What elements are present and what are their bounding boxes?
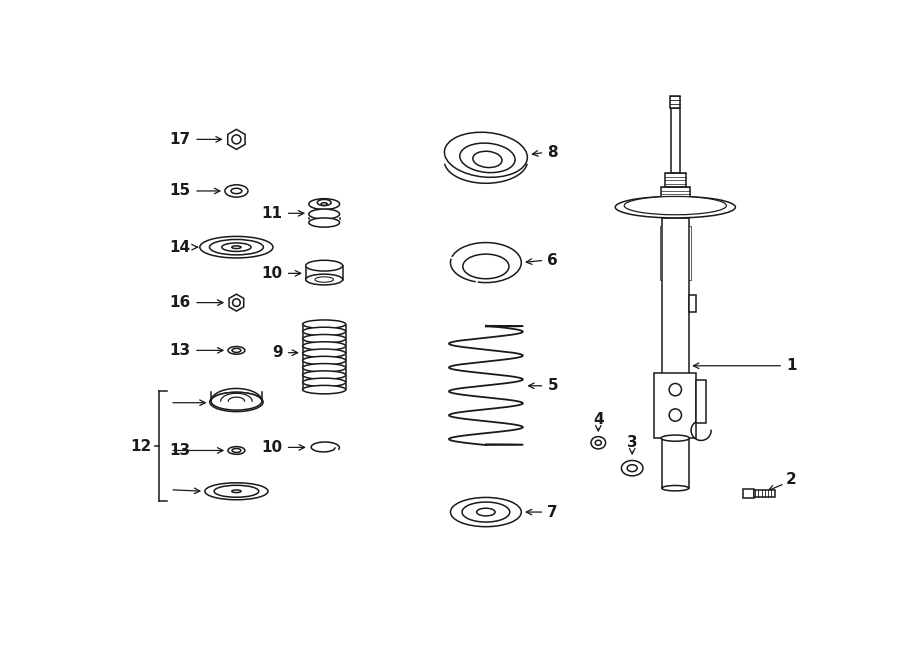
Ellipse shape (232, 348, 241, 352)
Ellipse shape (302, 356, 346, 365)
Ellipse shape (221, 243, 251, 251)
Ellipse shape (625, 196, 726, 215)
Bar (661, 187, 690, 198)
Ellipse shape (616, 196, 735, 218)
Text: 4: 4 (593, 412, 604, 427)
Bar (670, 97, 680, 108)
Bar (743, 489, 754, 498)
Text: 14: 14 (169, 240, 190, 254)
Text: 7: 7 (547, 504, 558, 520)
Text: 6: 6 (547, 253, 558, 268)
Text: 10: 10 (262, 266, 283, 281)
Ellipse shape (302, 327, 346, 336)
Text: 15: 15 (169, 184, 190, 198)
Ellipse shape (309, 199, 339, 210)
Ellipse shape (231, 188, 242, 194)
Bar (662, 218, 688, 384)
Text: 13: 13 (169, 343, 190, 358)
Circle shape (670, 409, 681, 421)
Circle shape (670, 383, 681, 396)
Text: 11: 11 (262, 206, 283, 221)
Ellipse shape (302, 371, 346, 379)
Bar (670, 108, 680, 173)
Ellipse shape (302, 334, 346, 343)
Text: 5: 5 (547, 378, 558, 393)
Ellipse shape (662, 485, 688, 491)
Polygon shape (230, 294, 244, 311)
Bar (664, 173, 686, 187)
Ellipse shape (621, 461, 643, 476)
Ellipse shape (211, 392, 262, 410)
Ellipse shape (232, 490, 241, 492)
Text: 12: 12 (130, 439, 152, 453)
Ellipse shape (595, 440, 601, 446)
Bar (688, 295, 697, 312)
Ellipse shape (309, 209, 339, 219)
Bar (697, 380, 706, 423)
Ellipse shape (228, 346, 245, 354)
Ellipse shape (302, 385, 346, 394)
Ellipse shape (460, 143, 515, 173)
Ellipse shape (627, 465, 637, 472)
Ellipse shape (302, 349, 346, 358)
Ellipse shape (228, 447, 245, 454)
Bar (659, 198, 692, 207)
Ellipse shape (472, 151, 502, 167)
Ellipse shape (451, 243, 521, 283)
Ellipse shape (662, 435, 689, 442)
Ellipse shape (321, 203, 328, 206)
Ellipse shape (232, 448, 241, 453)
Bar (660, 225, 690, 280)
Ellipse shape (591, 437, 606, 449)
Ellipse shape (302, 364, 346, 372)
Text: 8: 8 (547, 145, 558, 160)
Ellipse shape (214, 485, 258, 497)
Ellipse shape (225, 185, 248, 197)
Ellipse shape (306, 260, 343, 271)
Bar (654, 373, 697, 438)
Ellipse shape (210, 392, 263, 412)
Text: 13: 13 (169, 443, 190, 458)
Ellipse shape (302, 342, 346, 350)
Text: 9: 9 (272, 345, 283, 360)
Ellipse shape (306, 274, 343, 285)
Text: 17: 17 (169, 132, 190, 147)
Ellipse shape (302, 378, 346, 387)
Ellipse shape (477, 508, 495, 516)
Ellipse shape (318, 200, 331, 206)
Text: 1: 1 (787, 358, 796, 373)
Ellipse shape (462, 502, 509, 522)
Text: 2: 2 (787, 472, 796, 487)
Ellipse shape (445, 132, 527, 177)
Ellipse shape (309, 218, 339, 227)
Text: 10: 10 (262, 440, 283, 455)
Ellipse shape (205, 483, 268, 500)
Bar (662, 438, 688, 488)
Bar (754, 490, 776, 496)
Ellipse shape (210, 239, 264, 255)
Text: 3: 3 (627, 435, 637, 450)
Ellipse shape (463, 254, 509, 279)
Text: 16: 16 (169, 295, 190, 310)
Ellipse shape (302, 320, 346, 329)
Polygon shape (228, 130, 245, 149)
Ellipse shape (451, 498, 521, 527)
Ellipse shape (232, 246, 241, 249)
Ellipse shape (200, 237, 273, 258)
